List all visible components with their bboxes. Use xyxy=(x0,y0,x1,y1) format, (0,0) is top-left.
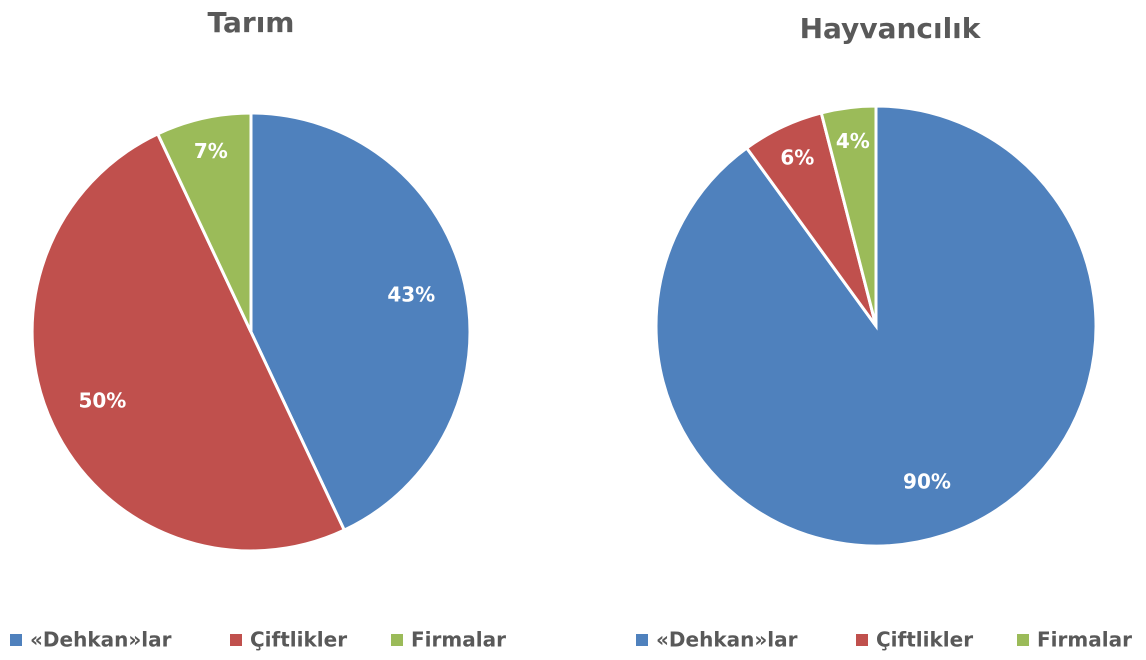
legend-swatch xyxy=(391,634,403,646)
data-label: 90% xyxy=(903,469,951,493)
pie-slice xyxy=(155,111,253,333)
legend-label: «Dehkan»lar xyxy=(656,628,798,652)
legend-label: Firmalar xyxy=(1037,628,1132,652)
legend-label: «Dehkan»lar xyxy=(30,628,172,652)
data-label: 6% xyxy=(780,145,814,169)
legend-label: Firmalar xyxy=(411,628,506,652)
legend-swatch xyxy=(1017,634,1029,646)
data-label: 7% xyxy=(194,139,228,163)
chart-title: Hayvancılık xyxy=(800,12,982,45)
pie-slice xyxy=(249,111,472,533)
pie-slice xyxy=(30,131,347,553)
legend-swatch xyxy=(636,634,648,646)
data-label: 4% xyxy=(836,129,870,153)
legend-label: Çiftlikler xyxy=(250,628,347,652)
legend-swatch xyxy=(10,634,22,646)
legend-label: Çiftlikler xyxy=(876,628,973,652)
pie-slice xyxy=(819,104,878,327)
data-label: 50% xyxy=(78,388,126,412)
data-label: 43% xyxy=(387,283,435,307)
legend-swatch xyxy=(230,634,242,646)
chart-title: Tarım xyxy=(208,6,295,39)
legend-swatch xyxy=(856,634,868,646)
